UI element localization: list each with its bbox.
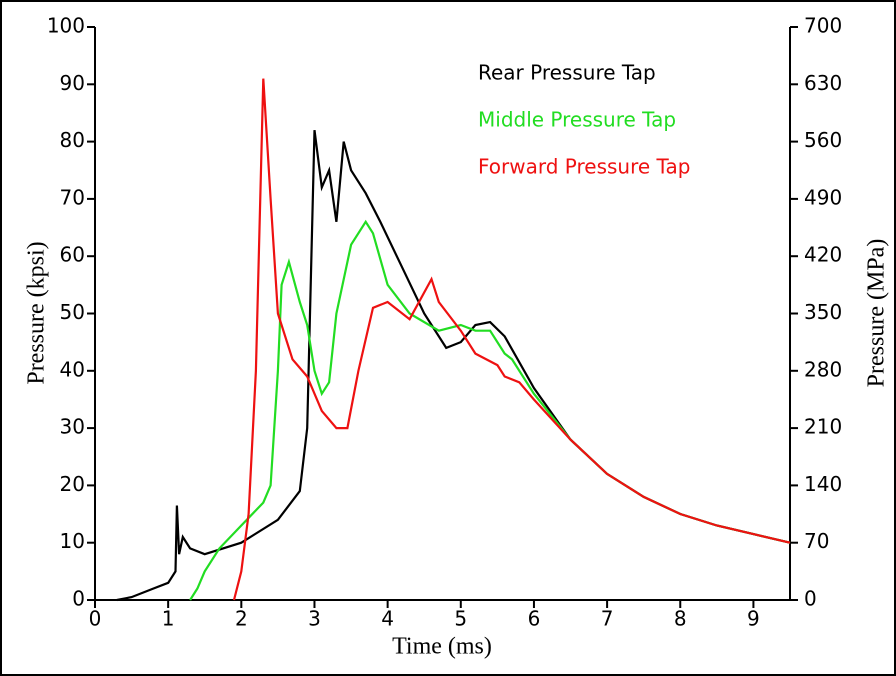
- y-tick-label: 80: [60, 128, 85, 152]
- y2-tick-label: 280: [804, 357, 842, 381]
- y2-tick-label: 350: [804, 300, 842, 324]
- y2-tick-label: 490: [804, 185, 842, 209]
- y-tick-label: 10: [60, 529, 85, 553]
- y-tick-label: 30: [60, 415, 85, 439]
- y-tick-label: 20: [60, 472, 85, 496]
- x-tick-label: 2: [235, 607, 248, 631]
- y-tick-label: 50: [60, 300, 85, 324]
- y-tick-label: 40: [60, 357, 85, 381]
- y-tick-label: 70: [60, 185, 85, 209]
- x-tick-label: 1: [162, 607, 175, 631]
- x-tick-label: 7: [601, 607, 614, 631]
- legend-entry: Middle Pressure Tap: [478, 108, 676, 132]
- y2-tick-label: 630: [804, 71, 842, 95]
- x-tick-label: 6: [528, 607, 541, 631]
- y2-axis-label: Pressure (MPa): [864, 239, 890, 388]
- y-axis-label: Pressure (kpsi): [24, 241, 50, 384]
- x-tick-label: 5: [454, 607, 467, 631]
- y-tick-label: 60: [60, 243, 85, 267]
- y2-tick-label: 560: [804, 128, 842, 152]
- y2-tick-label: 0: [804, 587, 817, 611]
- x-tick-label: 8: [674, 607, 687, 631]
- legend-entry: Rear Pressure Tap: [478, 61, 656, 85]
- x-axis-label: Time (ms): [392, 634, 492, 660]
- legend-entry: Forward Pressure Tap: [478, 155, 690, 179]
- y-tick-label: 90: [60, 71, 85, 95]
- x-tick-label: 3: [308, 607, 321, 631]
- y2-tick-label: 70: [804, 529, 829, 553]
- y-tick-label: 0: [72, 587, 85, 611]
- y2-tick-label: 140: [804, 472, 842, 496]
- x-tick-label: 9: [747, 607, 760, 631]
- series-line: [232, 78, 791, 601]
- x-tick-label: 0: [89, 607, 102, 631]
- y2-tick-label: 420: [804, 243, 842, 267]
- y-tick-label: 100: [47, 14, 85, 38]
- y2-tick-label: 700: [804, 14, 842, 38]
- y2-tick-label: 210: [804, 415, 842, 439]
- x-tick-label: 4: [381, 607, 394, 631]
